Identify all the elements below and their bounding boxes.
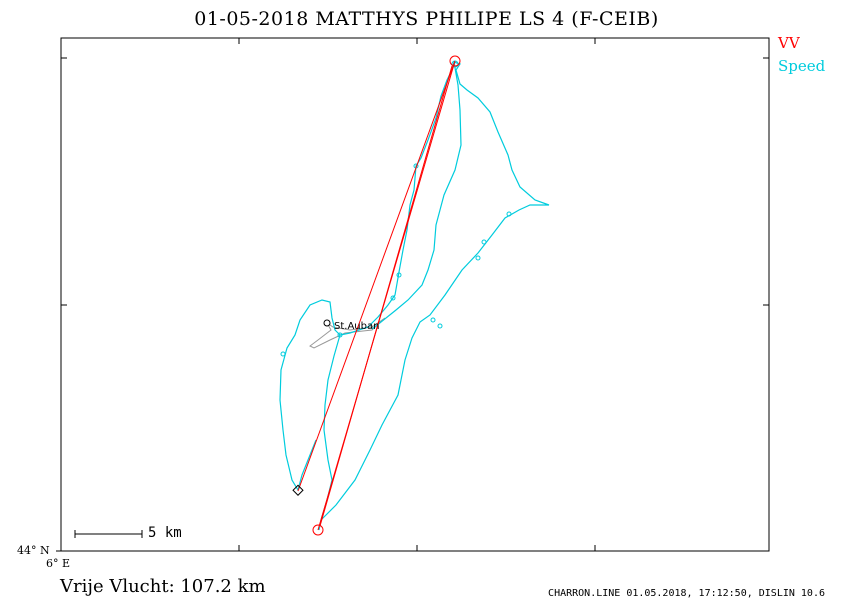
scale-label: 5 km (148, 525, 182, 541)
map-frame (60, 37, 770, 552)
footer-info: CHARRON.LINE 01.05.2018, 17:12:50, DISLI… (548, 588, 825, 599)
legend-vv: VV (778, 34, 800, 52)
flight-track (279, 61, 550, 531)
scale-bar (74, 530, 143, 538)
start-marker (449, 55, 461, 67)
task-lines (297, 60, 456, 531)
legend-speed: Speed (778, 57, 826, 75)
track-waypoints (280, 60, 512, 357)
finish-marker (312, 524, 324, 536)
longitude-label: 6° E (46, 557, 71, 570)
distance-summary: Vrije Vlucht: 107.2 km (60, 576, 266, 597)
ground-track (309, 317, 386, 349)
frame-ticks (56, 38, 769, 552)
chart-title: 01-05-2018 MATTHYS PHILIPE LS 4 (F-CEIB) (194, 8, 659, 30)
airfield-marker (323, 319, 331, 327)
latitude-label: 44° N (17, 544, 50, 557)
place-label-st-auban: St.Auban (334, 321, 380, 332)
turnpoint-marker (292, 484, 304, 496)
